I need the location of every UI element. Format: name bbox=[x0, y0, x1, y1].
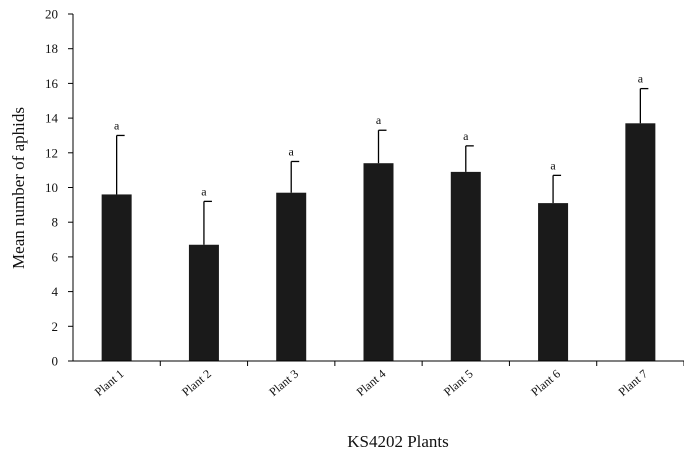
x-tick-label: Plant 6 bbox=[528, 367, 563, 399]
significance-label: a bbox=[376, 113, 382, 127]
error-bar bbox=[639, 87, 649, 124]
bar bbox=[625, 123, 656, 362]
bar bbox=[188, 244, 219, 361]
x-tick-label: Plant 5 bbox=[441, 367, 476, 399]
y-tick-label: 16 bbox=[45, 76, 59, 91]
bar bbox=[363, 163, 394, 361]
y-tick-label: 4 bbox=[52, 284, 59, 299]
x-axis-title: KS4202 Plants bbox=[347, 432, 449, 451]
y-axis-title: Mean number of aphids bbox=[9, 107, 28, 269]
error-bar bbox=[465, 145, 474, 172]
y-tick-label: 14 bbox=[45, 111, 59, 126]
y-tick-label: 0 bbox=[52, 354, 59, 369]
y-tick-label: 18 bbox=[45, 41, 58, 56]
y-tick-label: 10 bbox=[45, 180, 58, 195]
bar bbox=[276, 192, 307, 361]
significance-label: a bbox=[201, 184, 207, 198]
bar bbox=[101, 194, 132, 361]
significance-label: a bbox=[550, 158, 556, 172]
error-bar bbox=[115, 134, 125, 195]
x-tick-label: Plant 4 bbox=[354, 367, 389, 399]
error-bar bbox=[290, 160, 300, 193]
x-axis-categories: Plant 1 Plant 2 Plant 3 Plant 4 Plant 5 Plant… bbox=[92, 361, 684, 399]
bar bbox=[450, 171, 481, 361]
significance-label: a bbox=[638, 72, 644, 86]
error-bar bbox=[203, 200, 212, 245]
y-tick-label: 2 bbox=[52, 319, 59, 334]
x-tick-label: Plant 3 bbox=[266, 367, 301, 399]
significance-label: a bbox=[463, 129, 469, 143]
x-tick-label: Plant 7 bbox=[615, 367, 650, 399]
y-tick-label: 20 bbox=[45, 7, 58, 22]
y-tick-label: 12 bbox=[45, 145, 58, 160]
plot-area: a a a a a a a bbox=[101, 72, 656, 362]
y-tick-label: 8 bbox=[52, 215, 59, 230]
y-tick-label: 6 bbox=[52, 249, 59, 264]
significance-label: a bbox=[114, 118, 120, 132]
bar bbox=[538, 203, 569, 361]
y-axis-ticks: 0 2 4 6 8 10 12 14 16 18 20 bbox=[45, 7, 73, 369]
error-bar bbox=[552, 174, 562, 204]
x-tick-label: Plant 1 bbox=[92, 367, 127, 399]
error-bar bbox=[377, 129, 387, 164]
significance-label: a bbox=[289, 144, 295, 158]
x-tick-label: Plant 2 bbox=[179, 367, 214, 399]
